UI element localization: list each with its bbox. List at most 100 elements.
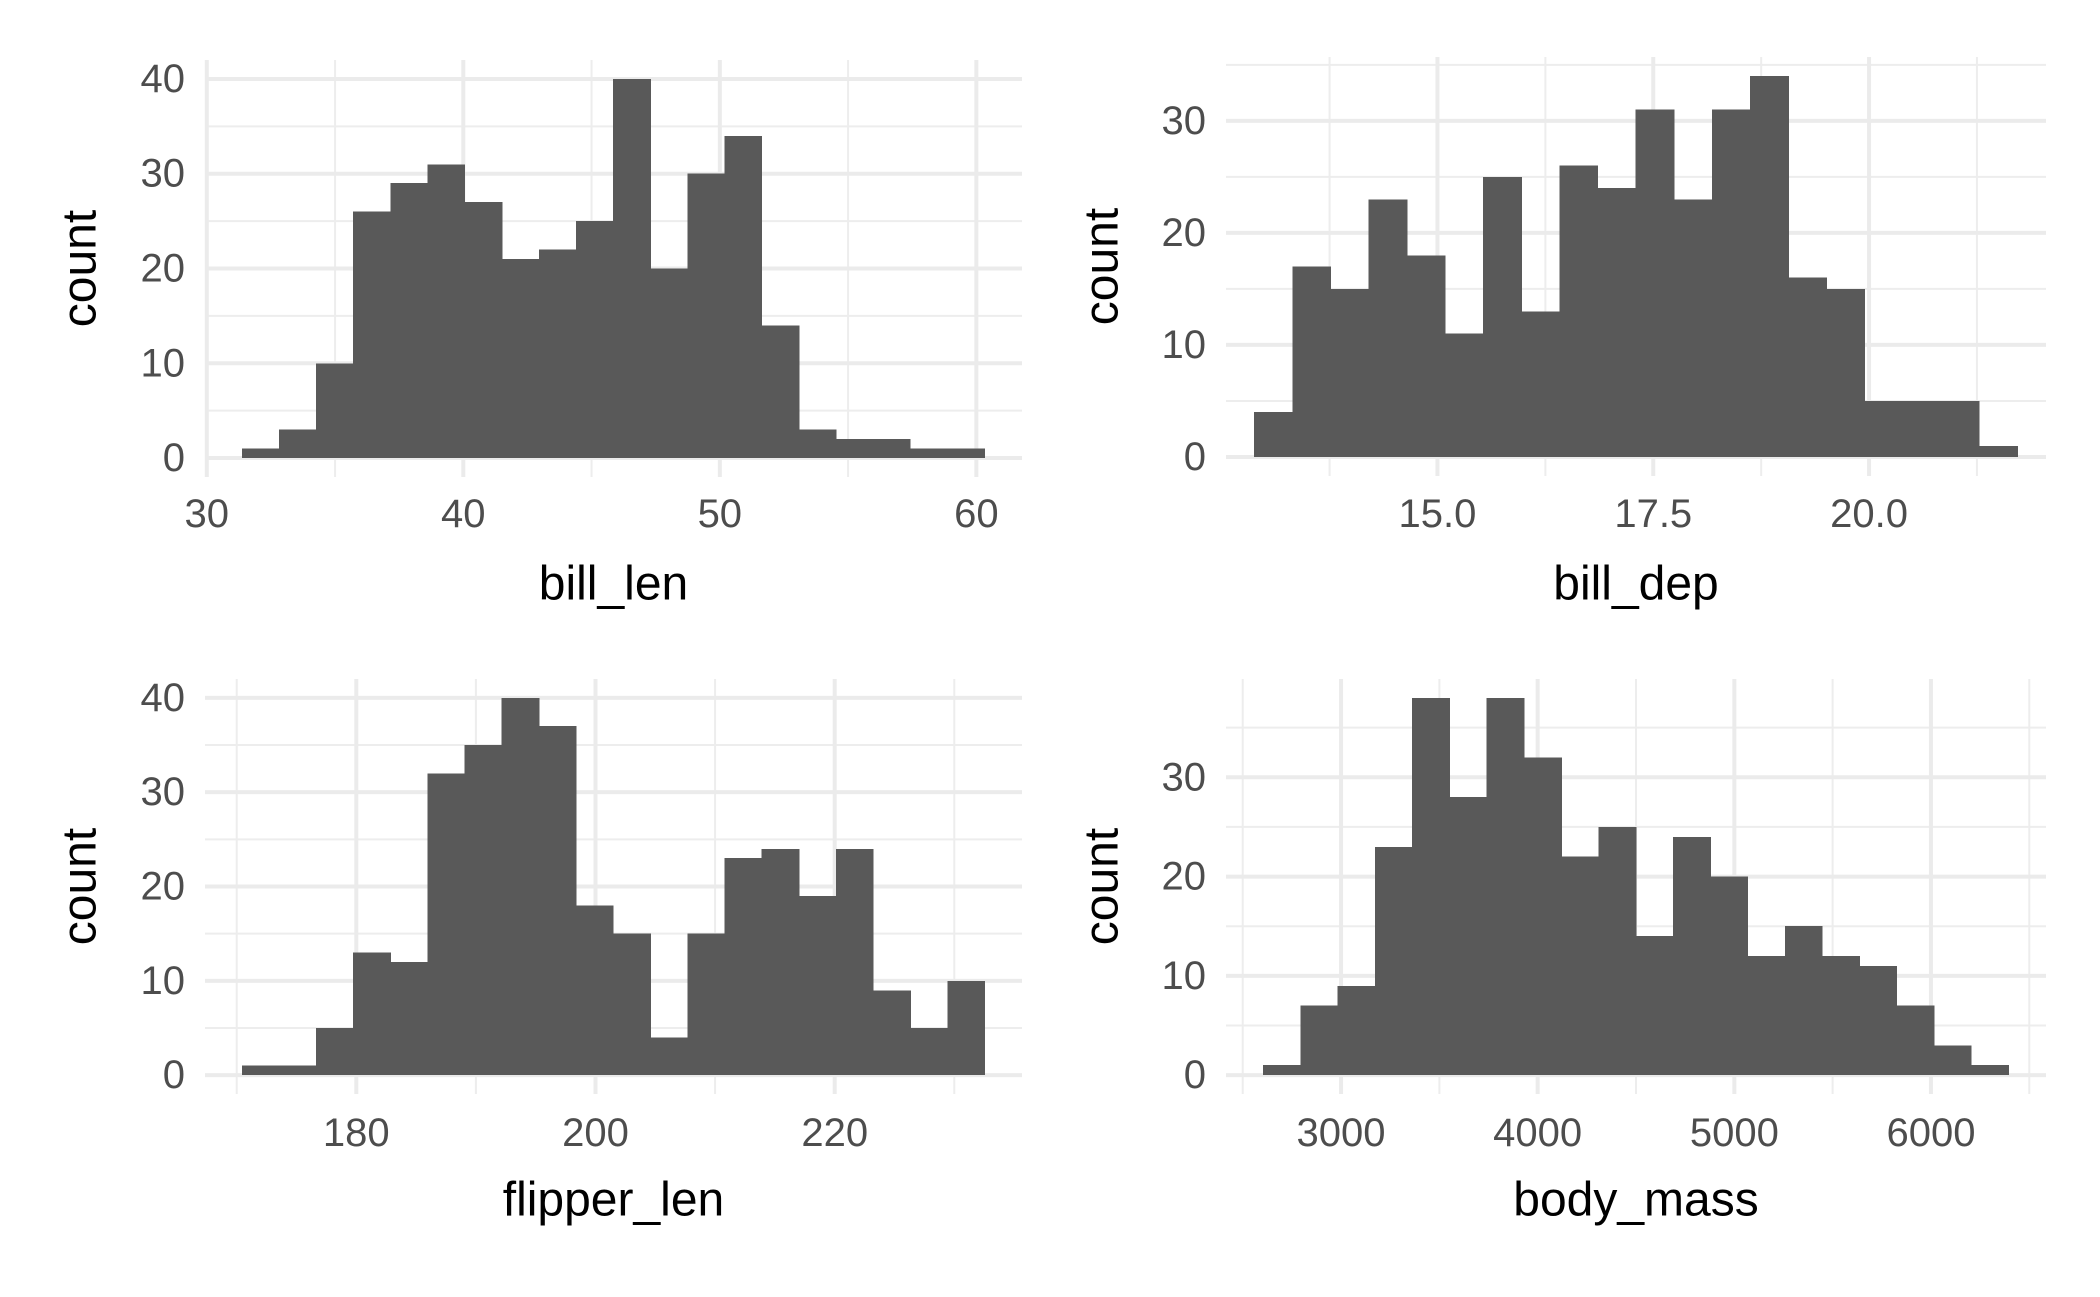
histogram-bar [1750,76,1789,457]
histogram-bar [241,1065,280,1076]
histogram-bar [279,429,317,459]
panel-bill-dep: 0 10 20 30 15.0 17.5 20.0 bill_dep count [1076,57,2046,611]
histogram-bar [798,895,837,1076]
histogram-bar [724,135,763,459]
y-axis-title: count [54,210,107,327]
y-tick-label: 30 [1162,755,1207,799]
panel-bill-len: 0 10 20 30 40 30 40 50 60 bill_len count [54,57,1022,611]
y-tick-label: 30 [141,770,186,814]
x-tick-label: 60 [954,492,999,536]
histogram-bar [1486,697,1525,1076]
x-axis-title: bill_dep [1553,558,1718,611]
x-tick-label: 5000 [1690,1111,1779,1155]
histogram-bar [353,211,391,459]
y-tick-label: 20 [141,247,186,291]
y-tick-label: 0 [163,436,185,480]
histogram-bar [650,1037,689,1076]
y-tick-label: 20 [1162,211,1207,255]
x-tick-label: 220 [801,1111,868,1155]
histogram-bar [724,858,763,1076]
histogram-bar [390,183,429,459]
x-tick-label: 6000 [1886,1111,1975,1155]
y-tick-label: 30 [1162,99,1207,143]
histogram-bar [650,268,688,459]
histogram-bar [1896,1005,1935,1076]
y-axis-title: count [1076,828,1129,945]
histogram-bar [390,961,429,1076]
x-axis-title: body_mass [1513,1174,1758,1227]
x-axis-title: flipper_len [503,1174,724,1227]
x-tick-label: 180 [323,1111,390,1155]
histogram-bar [1483,176,1522,457]
panel-body-mass: 0 10 20 30 3000 4000 5000 6000 body_mass count [1076,679,2046,1227]
histogram-bar [1444,333,1484,457]
histogram-bar [1788,277,1828,457]
y-tick-label: 0 [1184,435,1206,479]
histogram-bar [873,990,911,1076]
histogram-bar [427,164,466,459]
histogram-bar [1902,400,1942,457]
histogram-bar [1747,955,1786,1076]
y-tick-label: 40 [141,676,186,720]
histogram-bar [1598,826,1637,1076]
histogram-bar [1822,955,1860,1076]
histogram-bar [1864,400,1904,457]
x-tick-label: 17.5 [1614,492,1692,536]
histogram-bar [1300,1005,1339,1076]
y-tick-label: 40 [141,57,186,101]
histogram-bar [761,325,800,459]
y-tick-label: 0 [1184,1053,1206,1097]
histogram-bar [1523,757,1562,1076]
histogram-bar [1859,965,1898,1076]
x-tick-label: 15.0 [1399,492,1477,536]
histogram-bar [538,249,577,459]
y-tick-label: 10 [141,959,186,1003]
histogram-bar [427,773,466,1076]
y-tick-label: 20 [141,865,186,909]
histogram-bar [278,1065,317,1076]
x-tick-label: 50 [698,492,743,536]
histogram-bar [947,980,986,1076]
histogram-bar [1449,797,1488,1076]
y-axis-title: count [1076,208,1129,325]
x-tick-label: 20.0 [1830,492,1908,536]
histogram-bar [1337,985,1376,1076]
histogram-bar [1712,109,1751,457]
histogram-bar [316,363,354,459]
histogram-bar [464,745,503,1076]
histogram-bar [501,697,540,1076]
y-tick-label: 30 [141,152,186,196]
histogram-bar [1263,1065,1301,1076]
histogram-bar [910,448,948,459]
histogram-bar [835,439,874,459]
histogram-bar [1971,1065,2009,1076]
histogram-bar [1635,936,1674,1076]
histogram-bar [947,448,985,459]
histogram-bar [1784,926,1823,1076]
x-tick-label: 200 [562,1111,629,1155]
histogram-bar [1406,255,1446,457]
histogram-bar [1292,266,1332,457]
x-tick-label: 40 [441,492,486,536]
histogram-bar [1374,846,1413,1076]
histogram-bar [575,221,614,459]
histogram-bar [576,905,614,1076]
y-tick-label: 0 [163,1053,185,1097]
histogram-bar [687,173,726,459]
histogram-bar [1521,311,1560,457]
histogram-bar [1368,199,1408,457]
histogram-bar [1940,400,1980,457]
histogram-bar [1933,1045,1972,1076]
histogram-bar [1254,412,1293,457]
histogram-bar [1672,836,1711,1076]
histogram-bar [241,448,280,459]
histogram-bar [1597,188,1637,457]
y-tick-label: 10 [1162,323,1207,367]
histogram-bar [798,429,837,459]
histogram-bar [910,1027,948,1076]
x-axis-title: bill_len [539,558,688,611]
histogram-bar [1673,199,1713,457]
histogram-bar [613,78,651,459]
histogram-bar [1330,288,1370,457]
